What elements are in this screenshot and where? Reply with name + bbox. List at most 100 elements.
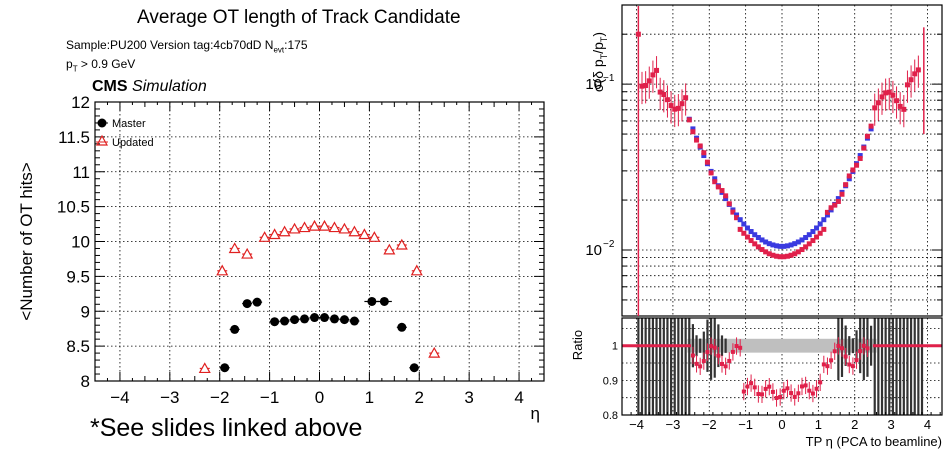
- data-point-updated: [748, 238, 754, 244]
- ratio-point: [756, 392, 761, 397]
- data-point-reference: [741, 221, 747, 227]
- data-point-updated: [348, 225, 361, 237]
- x-tick-label-ratio: −3: [665, 417, 680, 432]
- cms-simulation: Simulation: [132, 78, 207, 95]
- data-point-master: [367, 296, 377, 306]
- ratio-point: [818, 380, 823, 385]
- data-point-updated: [894, 98, 900, 104]
- data-point-reference: [777, 243, 783, 249]
- data-point-updated: [755, 244, 761, 250]
- data-point-updated: [383, 243, 396, 255]
- data-point-master: [290, 315, 300, 325]
- data-point-updated: [741, 230, 747, 236]
- data-point-updated: [338, 222, 351, 234]
- data-point-master: [349, 316, 359, 326]
- x-tick-label: −3: [160, 388, 179, 407]
- chart-subtitle-sample: Sample:PU200 Version tag:4cb70dD Nevt:17…: [66, 38, 308, 54]
- ratio-point: [850, 364, 855, 369]
- data-point-reference: [817, 221, 823, 227]
- data-point-updated: [672, 106, 678, 112]
- pt-p: p: [66, 57, 73, 71]
- data-point-reference: [792, 241, 798, 247]
- data-point-updated: [639, 83, 645, 89]
- x-tick-label: 1: [365, 388, 374, 407]
- data-point-reference: [744, 225, 750, 231]
- ratio-point: [832, 349, 837, 354]
- ratio-point: [745, 384, 750, 389]
- data-point-updated: [690, 129, 696, 135]
- x-tick-label: 4: [514, 388, 523, 407]
- data-point-updated: [308, 219, 321, 231]
- data-point-updated: [774, 253, 780, 259]
- y-tick-label-exponent: −1: [603, 73, 615, 84]
- x-tick-label: −2: [210, 388, 229, 407]
- ratio-point: [763, 386, 768, 391]
- data-point-updated: [770, 252, 776, 258]
- data-point-updated: [828, 205, 834, 211]
- data-point-master: [300, 314, 310, 324]
- data-point-reference: [784, 243, 790, 249]
- data-point-master: [409, 363, 419, 373]
- data-point-reference: [763, 239, 769, 245]
- data-point-updated: [763, 249, 769, 255]
- data-point-updated: [839, 191, 845, 197]
- y-tick-label: 8: [81, 372, 90, 391]
- data-point-reference: [690, 126, 696, 132]
- data-point-updated: [817, 230, 823, 236]
- ratio-point: [741, 389, 746, 394]
- data-point-reference: [821, 217, 827, 223]
- data-point-reference: [788, 242, 794, 248]
- data-point-master: [310, 313, 320, 323]
- ratio-point: [778, 395, 783, 400]
- ratio-point: [843, 354, 848, 359]
- y-tick-label: 11: [72, 163, 90, 182]
- data-point-updated: [835, 198, 841, 204]
- data-point-updated: [886, 89, 892, 95]
- data-point-updated: [298, 221, 311, 233]
- x-tick-label-ratio: 1: [815, 417, 822, 432]
- ratio-point: [796, 391, 801, 396]
- data-point-reference: [824, 212, 830, 218]
- ratio-point: [738, 345, 743, 350]
- data-point-updated: [737, 226, 743, 232]
- y-axis-title-part: T: [599, 53, 609, 59]
- ratio-point: [760, 392, 764, 397]
- y-tick-label-ratio: 0.8: [603, 410, 618, 422]
- y-axis-title-part: /p: [590, 42, 606, 54]
- data-point-updated: [904, 82, 910, 88]
- data-point-updated: [806, 241, 812, 247]
- data-point-master: [270, 317, 280, 327]
- data-point-updated: [744, 234, 750, 240]
- data-point-updated: [268, 228, 281, 240]
- data-point-updated: [726, 201, 732, 207]
- pt-subscript: T: [72, 64, 78, 74]
- ratio-point: [792, 394, 797, 399]
- x-tick-label: −4: [110, 388, 129, 407]
- data-point-updated: [686, 117, 692, 123]
- ratio-point: [730, 349, 735, 354]
- data-point-master: [242, 299, 252, 309]
- y-tick-label-base: 10: [585, 242, 602, 259]
- data-point-updated: [857, 155, 863, 161]
- ratio-point: [810, 391, 815, 396]
- x-tick-label: 0: [315, 388, 324, 407]
- ratio-point: [785, 386, 790, 391]
- data-point-updated: [328, 221, 341, 233]
- data-point-reference: [752, 232, 758, 238]
- data-point-updated: [784, 253, 790, 259]
- data-point-updated: [288, 222, 301, 234]
- data-point-updated: [912, 71, 918, 77]
- ratio-point: [767, 384, 772, 389]
- ratio-point: [712, 345, 717, 350]
- data-point-master: [230, 324, 240, 334]
- data-point-reference: [814, 225, 820, 231]
- cms-label: CMS Simulation: [92, 78, 207, 96]
- data-point-updated: [646, 78, 652, 84]
- ratio-point: [858, 349, 863, 354]
- data-point-updated: [654, 67, 660, 73]
- y-tick-label: 11.5: [58, 128, 90, 147]
- data-point-reference: [712, 176, 718, 182]
- data-point-updated: [846, 173, 852, 179]
- footnote: *See slides linked above: [90, 414, 363, 442]
- ratio-point: [734, 344, 739, 349]
